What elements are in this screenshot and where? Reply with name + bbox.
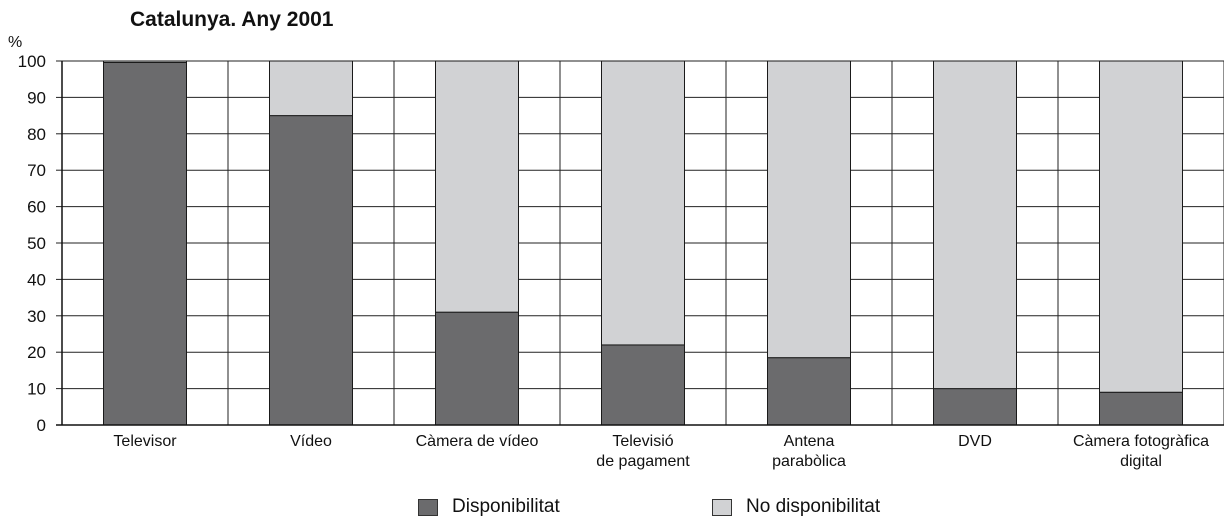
- legend-item-no-disponibilitat: No disponibilitat: [712, 496, 880, 518]
- bar-disponibilitat: [1099, 391, 1183, 426]
- y-tick-label: 80: [27, 125, 46, 144]
- x-tick-label: Televisor: [113, 433, 177, 450]
- bar-disponibilitat: [435, 311, 519, 426]
- y-tick-label: 70: [27, 161, 46, 180]
- x-tick-label: DVD: [958, 433, 992, 450]
- y-tick-label: 90: [27, 88, 46, 107]
- bar-no-disponibilitat: [601, 60, 685, 346]
- legend-item-disponibilitat: Disponibilitat: [418, 496, 560, 518]
- legend-label: No disponibilitat: [746, 496, 881, 517]
- y-tick-label: 40: [27, 270, 46, 289]
- y-tick-labels: 0 10 20 30 40 50 60 70 80 90 100: [18, 52, 46, 435]
- legend-swatch: [712, 498, 732, 516]
- y-tick-label: 30: [27, 307, 46, 326]
- y-tick-label: 0: [37, 416, 46, 435]
- legend-label: Disponibilitat: [452, 496, 560, 517]
- legend-swatch: [418, 498, 438, 516]
- bar-disponibilitat: [601, 344, 685, 426]
- bar-no-disponibilitat: [767, 60, 851, 359]
- bar-no-disponibilitat: [1099, 60, 1183, 393]
- x-tick-label: Televisió de pagament: [596, 433, 690, 470]
- x-tick-label: Càmera fotogràfica digital: [1073, 433, 1209, 470]
- y-tick-label: 10: [27, 380, 46, 399]
- bar-disponibilitat: [103, 61, 187, 426]
- bar-disponibilitat: [767, 357, 851, 426]
- bar-no-disponibilitat: [103, 60, 187, 63]
- y-axis-label: %: [8, 34, 23, 51]
- x-tick-label: Vídeo: [290, 433, 332, 450]
- bars: [103, 60, 1183, 426]
- x-tick-label: Càmera de vídeo: [416, 433, 539, 450]
- y-tick-label: 50: [27, 234, 46, 253]
- axes: [56, 60, 1224, 426]
- bar-disponibilitat: [269, 115, 353, 426]
- x-tick-labels: Televisor Vídeo Càmera de vídeo Televisió de…: [113, 433, 1209, 470]
- bar-disponibilitat: [933, 388, 1017, 426]
- bar-no-disponibilitat: [269, 60, 353, 117]
- y-tick-label: 100: [18, 52, 46, 71]
- bar-no-disponibilitat: [933, 60, 1017, 390]
- chart-title: Catalunya. Any 2001: [130, 8, 334, 31]
- y-tick-label: 60: [27, 198, 46, 217]
- bar-no-disponibilitat: [435, 60, 519, 313]
- x-tick-label: Antena parabòlica: [772, 433, 846, 470]
- y-tick-label: 20: [27, 343, 46, 362]
